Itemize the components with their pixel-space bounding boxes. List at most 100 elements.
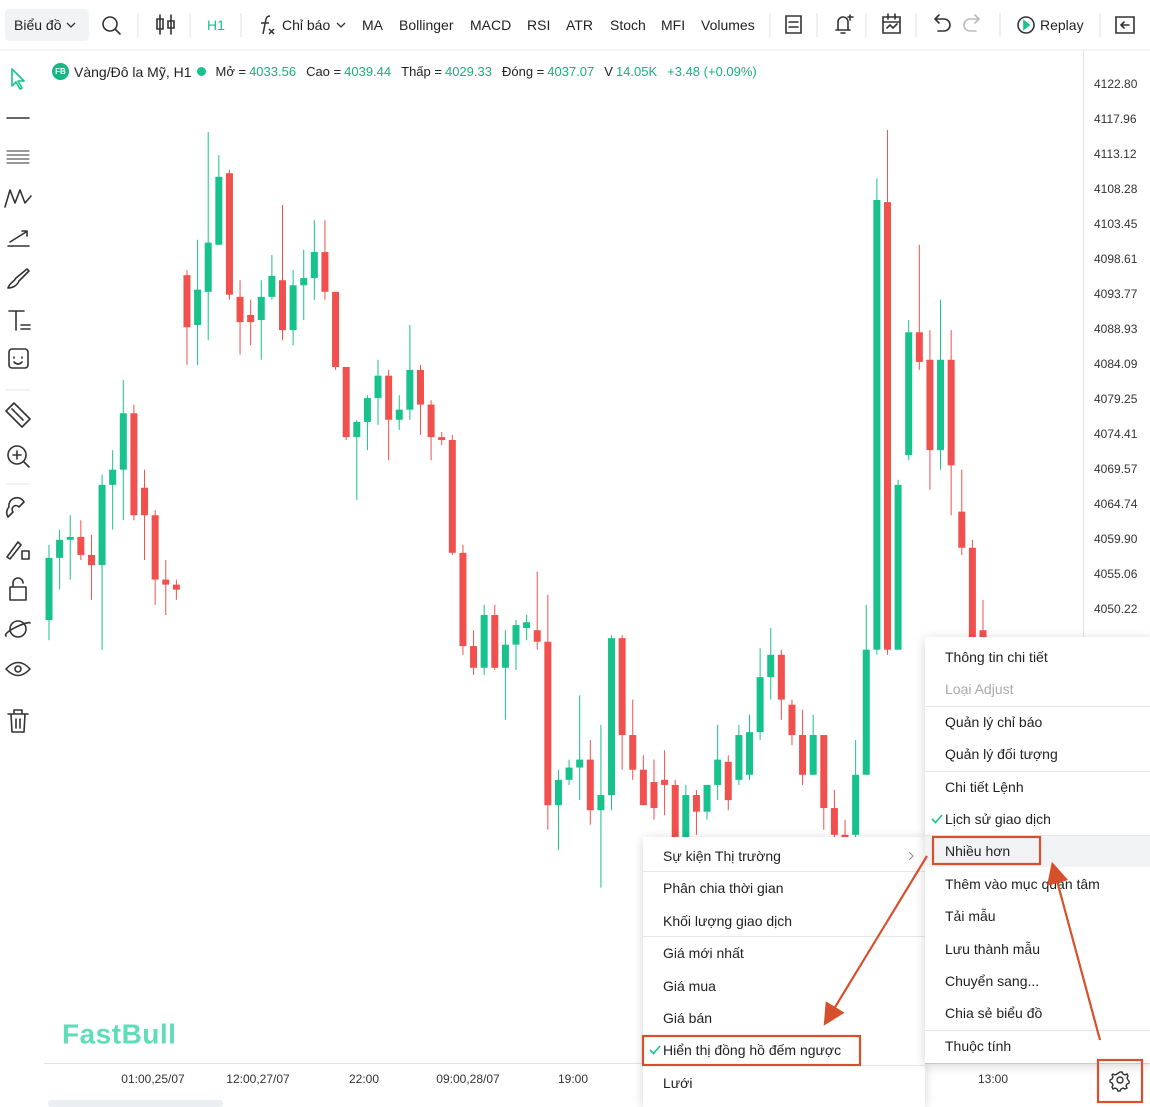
- symbol: Vàng/Đô la Mỹ, H1: [74, 63, 192, 80]
- menu-item[interactable]: Giá bán: [663, 1010, 713, 1026]
- candle-body: [215, 176, 223, 245]
- menu-item[interactable]: Lưu thành mẫu: [945, 940, 1040, 957]
- indicator-button[interactable]: Bollinger: [399, 17, 454, 33]
- field-label: Thấp =: [401, 64, 442, 79]
- candle-body: [130, 413, 138, 516]
- search-handle: [114, 28, 121, 35]
- status-dot: [196, 67, 206, 76]
- interval-button[interactable]: H1: [207, 17, 225, 33]
- chart-menu-button[interactable]: [5, 9, 89, 41]
- menu-item[interactable]: Nhiều hơn: [925, 835, 1150, 868]
- trash-icon: [7, 709, 29, 733]
- menu-item[interactable]: Sự kiện Thị trường: [663, 848, 781, 864]
- replay-icon: [1017, 16, 1035, 34]
- sidebar-icons: [4, 68, 32, 733]
- menu-item[interactable]: Thông tin chi tiết: [945, 649, 1048, 665]
- layout-icon: [785, 15, 802, 34]
- field-value: 4033.56: [249, 64, 297, 79]
- candle-body: [862, 649, 870, 775]
- candle-body: [416, 369, 424, 405]
- candle-body: [767, 654, 775, 678]
- sidebar-separators: [6, 389, 30, 485]
- symbol-badge: FB: [52, 63, 69, 80]
- zoom-icon: [7, 445, 27, 465]
- field-label: Cao =: [306, 64, 342, 79]
- field-label: Mở =: [215, 64, 247, 79]
- field-value: 4029.33: [444, 64, 492, 79]
- menu-item[interactable]: Thêm vào mục quan tâm: [945, 875, 1100, 892]
- candle-body: [576, 759, 584, 768]
- menu-item[interactable]: Lưới: [663, 1074, 693, 1091]
- menu-item[interactable]: Khối lượng giao dịch: [663, 912, 793, 929]
- candle-body: [523, 622, 531, 629]
- y-tick-label: 4064.74: [1094, 497, 1138, 511]
- candle-body: [883, 202, 891, 650]
- candle-body: [650, 782, 658, 809]
- y-tick-label: 4113.12: [1094, 147, 1137, 161]
- eye-icon: [5, 661, 31, 677]
- menu-separator: [643, 1065, 925, 1066]
- text-icon: [8, 310, 31, 331]
- menu-item[interactable]: Chia sẻ biểu đồ: [945, 1005, 1043, 1022]
- indicators-button[interactable]: Chỉ báo: [282, 17, 331, 33]
- candle-body: [56, 539, 64, 558]
- candle-body: [958, 511, 966, 548]
- menu-item[interactable]: Thuộc tính: [945, 1037, 1012, 1054]
- candle-body: [268, 275, 276, 297]
- candle-body: [533, 630, 541, 642]
- menu-item[interactable]: Phân chia thời gian: [663, 880, 784, 897]
- candle-body: [151, 515, 159, 580]
- menu-item[interactable]: Tải mẫu: [945, 908, 996, 925]
- candle-body: [98, 484, 106, 566]
- candle-body: [438, 437, 446, 441]
- indicator-button[interactable]: MA: [362, 17, 383, 33]
- x-tick-label: 13:00: [978, 1072, 1008, 1086]
- candle-body: [746, 732, 753, 775]
- replay-button[interactable]: Replay: [1040, 17, 1084, 33]
- candle-type-icon: [156, 14, 175, 35]
- candle-body: [363, 398, 371, 422]
- indicator-button[interactable]: ATR: [566, 17, 593, 33]
- menu-item[interactable]: Quản lý đối tượng: [945, 746, 1058, 763]
- x-tick-label: 01:00,25/07: [121, 1072, 185, 1086]
- candle-body: [947, 359, 955, 466]
- menu-item[interactable]: Hiển thị đồng hồ đếm ngược: [663, 1042, 842, 1059]
- y-tick-label: 4055.06: [1094, 567, 1138, 581]
- indicator-button[interactable]: Stoch: [610, 17, 646, 33]
- menu-item[interactable]: Giá mua: [663, 977, 716, 994]
- candle-body: [639, 769, 647, 806]
- menu-item[interactable]: Chi tiết Lệnh: [945, 778, 1024, 795]
- indicator-button[interactable]: Volumes: [701, 17, 755, 33]
- candle-body: [172, 584, 180, 590]
- planet-ring: [5, 621, 31, 637]
- toolbar: Biểu đồ H1 Chỉ báo MA Bollinger MACD RSI ATR…: [0, 0, 1150, 50]
- candle-body: [788, 704, 796, 736]
- chart-menu-label[interactable]: Biểu đồ: [14, 17, 62, 33]
- menu-item[interactable]: Quản lý chỉ báo: [945, 713, 1043, 730]
- lock-draw-icon: [6, 541, 30, 560]
- candle-body: [204, 242, 212, 292]
- candle-body: [565, 767, 573, 780]
- menu-item[interactable]: Giá mới nhất: [663, 945, 744, 962]
- candle-body: [671, 784, 679, 840]
- indicator-button[interactable]: RSI: [527, 17, 551, 33]
- menu-separator: [643, 871, 925, 872]
- candle-body: [119, 413, 127, 470]
- magnet-icon: [5, 496, 25, 518]
- field-label: Đóng =: [501, 64, 545, 79]
- menu-item[interactable]: Lịch sử giao dịch: [945, 811, 1051, 827]
- fib-icon: [6, 150, 30, 164]
- ohlc-fields: Mở = 4033.56 Cao = 4039.44 Thấp = 4029.33 Đóng…: [216, 64, 605, 79]
- eye-pupil: [14, 665, 22, 673]
- menu-item[interactable]: Chuyển sang...: [945, 973, 1040, 989]
- candle-body: [968, 547, 976, 641]
- indicator-button[interactable]: MFI: [661, 17, 686, 33]
- volume-label: V: [604, 64, 613, 79]
- candle-body: [353, 421, 361, 438]
- candle-body: [480, 615, 488, 668]
- indicator-button[interactable]: MACD: [470, 17, 512, 33]
- candle-body: [300, 278, 308, 286]
- candle-body: [225, 173, 233, 295]
- cursor-icon: [11, 68, 25, 90]
